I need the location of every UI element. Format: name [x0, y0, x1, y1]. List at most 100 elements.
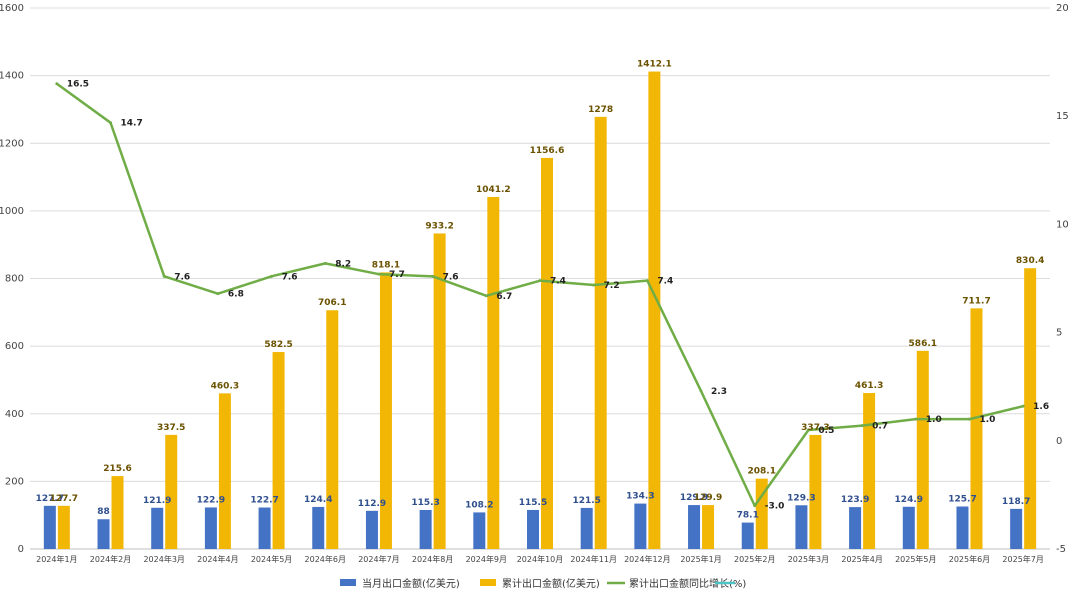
cumulative-export-bar: [863, 393, 876, 549]
monthly-export-label: 125.7: [948, 494, 976, 504]
growth-rate-label: 6.8: [228, 290, 244, 300]
monthly-export-label: 78.1: [737, 511, 759, 521]
right-y-axis: -5 0 5 10 15 20: [1056, 3, 1069, 555]
x-tick-label: 2024年1月: [36, 554, 77, 564]
legend-label: 累计出口金额同比增长(%): [629, 577, 746, 590]
monthly-export-label: 122.7: [250, 496, 278, 506]
growth-rate-label: 1.0: [926, 415, 942, 425]
cumulative-export-bar: [755, 478, 768, 549]
growth-rate-label: 16.5: [67, 80, 89, 90]
cumulative-export-label: 1041.2: [476, 185, 511, 195]
cumulative-export-bar: [702, 505, 715, 549]
cumulative-export-bar: [57, 505, 70, 549]
growth-rate-label: 8.2: [335, 259, 351, 269]
left-y-tick-label: 800: [5, 274, 24, 285]
growth-rate-label: 7.6: [282, 272, 298, 282]
left-y-tick-label: 1000: [0, 206, 24, 217]
growth-rate-label: 14.7: [121, 119, 143, 129]
monthly-export-bar: [634, 503, 647, 549]
monthly-export-bar: [795, 505, 808, 549]
x-tick-label: 2024年11月: [570, 554, 617, 564]
right-y-tick-label: 0: [1056, 436, 1062, 447]
growth-line: [55, 82, 1025, 508]
monthly-export-label: 118.7: [1002, 497, 1030, 507]
growth-rate-label: 1.0: [979, 415, 995, 425]
monthly-export-label: 129.9: [680, 493, 708, 503]
x-tick-label: 2024年8月: [412, 554, 453, 564]
legend-swatch: [340, 579, 356, 586]
monthly-export-label: 127.7: [36, 494, 64, 504]
growth-rate-label: 7.6: [174, 272, 190, 282]
left-y-axis: 0 200 400 600 800 1000 1200 1400 1600: [0, 3, 24, 555]
cumulative-export-label: 127.7: [50, 494, 78, 504]
left-y-tick-label: 400: [5, 409, 24, 420]
cumulative-export-bar: [272, 352, 285, 549]
x-tick-label: 2024年7月: [358, 554, 399, 564]
monthly-export-bar: [258, 507, 271, 549]
x-tick-label: 2025年6月: [949, 554, 990, 564]
x-tick-label: 2025年3月: [788, 554, 829, 564]
left-y-tick-label: 1400: [0, 71, 24, 82]
growth-line-point: [484, 294, 488, 298]
left-y-tick-label: 600: [5, 341, 24, 352]
x-tick-label: 2024年6月: [305, 554, 346, 564]
cumulative-export-bar: [433, 233, 446, 550]
bars: [43, 71, 1037, 550]
monthly-export-bar: [580, 507, 593, 549]
growth-rate-label: -3.0: [765, 502, 785, 512]
growth-line-point: [645, 279, 649, 283]
gridlines: [30, 7, 1050, 550]
legend-swatch: [480, 579, 496, 586]
cumulative-export-label: 460.3: [211, 381, 239, 391]
growth-line-point: [377, 272, 381, 276]
growth-line-point: [860, 424, 864, 428]
cumulative-export-bar: [916, 350, 929, 549]
monthly-export-bar: [365, 510, 378, 549]
cumulative-export-bar: [487, 196, 500, 549]
left-y-tick-label: 1200: [0, 138, 24, 149]
monthly-export-bar: [956, 506, 969, 549]
growth-rate-label: 6.7: [496, 292, 512, 302]
cumulative-export-label: 933.2: [425, 221, 453, 231]
monthly-export-label: 121.5: [572, 496, 600, 506]
cumulative-export-label: 215.6: [103, 464, 131, 474]
growth-line-point: [699, 389, 703, 393]
monthly-export-label: 121.9: [143, 496, 171, 506]
monthly-export-bar: [151, 507, 164, 549]
growth-rate-label: 0.5: [818, 426, 834, 436]
cumulative-export-bar: [648, 71, 661, 549]
growth-rate-label: 7.4: [550, 277, 566, 287]
growth-line-point: [967, 417, 971, 421]
cumulative-export-label: 1412.1: [637, 60, 672, 70]
left-y-tick-label: 200: [5, 476, 24, 487]
monthly-export-bar: [688, 505, 701, 549]
right-y-tick-label: 5: [1056, 328, 1062, 339]
cumulative-export-label: 129.9: [694, 493, 722, 503]
cumulative-export-label: 818.1: [372, 260, 400, 270]
cumulative-export-bar: [218, 393, 231, 549]
legend-label: 当月出口金额(亿美元): [362, 577, 460, 590]
cumulative-export-label: 586.1: [909, 339, 937, 349]
monthly-export-bar: [204, 507, 217, 549]
x-tick-label: 2024年2月: [90, 554, 131, 564]
growth-line-point: [431, 274, 435, 278]
growth-line-point: [55, 82, 59, 86]
growth-line-point: [109, 121, 113, 125]
x-tick-label: 2024年12月: [624, 554, 671, 564]
monthly-export-label: 88: [97, 507, 110, 517]
growth-line-point: [1021, 404, 1025, 408]
x-tick-label: 2024年3月: [143, 554, 184, 564]
monthly-export-label: 115.5: [519, 498, 547, 508]
cumulative-export-bar: [1024, 268, 1037, 549]
growth-line-point: [216, 292, 220, 296]
cumulative-export-label: 1156.6: [530, 146, 565, 156]
growth-line-point: [323, 261, 327, 265]
monthly-export-label: 129.3: [787, 493, 815, 503]
cumulative-export-bar: [970, 308, 983, 549]
monthly-export-bar: [902, 506, 915, 549]
growth-rate-label: 2.3: [711, 387, 727, 397]
cumulative-export-bar: [809, 434, 822, 549]
cumulative-export-label: 208.1: [748, 467, 776, 477]
monthly-export-bar: [527, 509, 539, 549]
x-tick-label: 2025年4月: [841, 554, 882, 564]
